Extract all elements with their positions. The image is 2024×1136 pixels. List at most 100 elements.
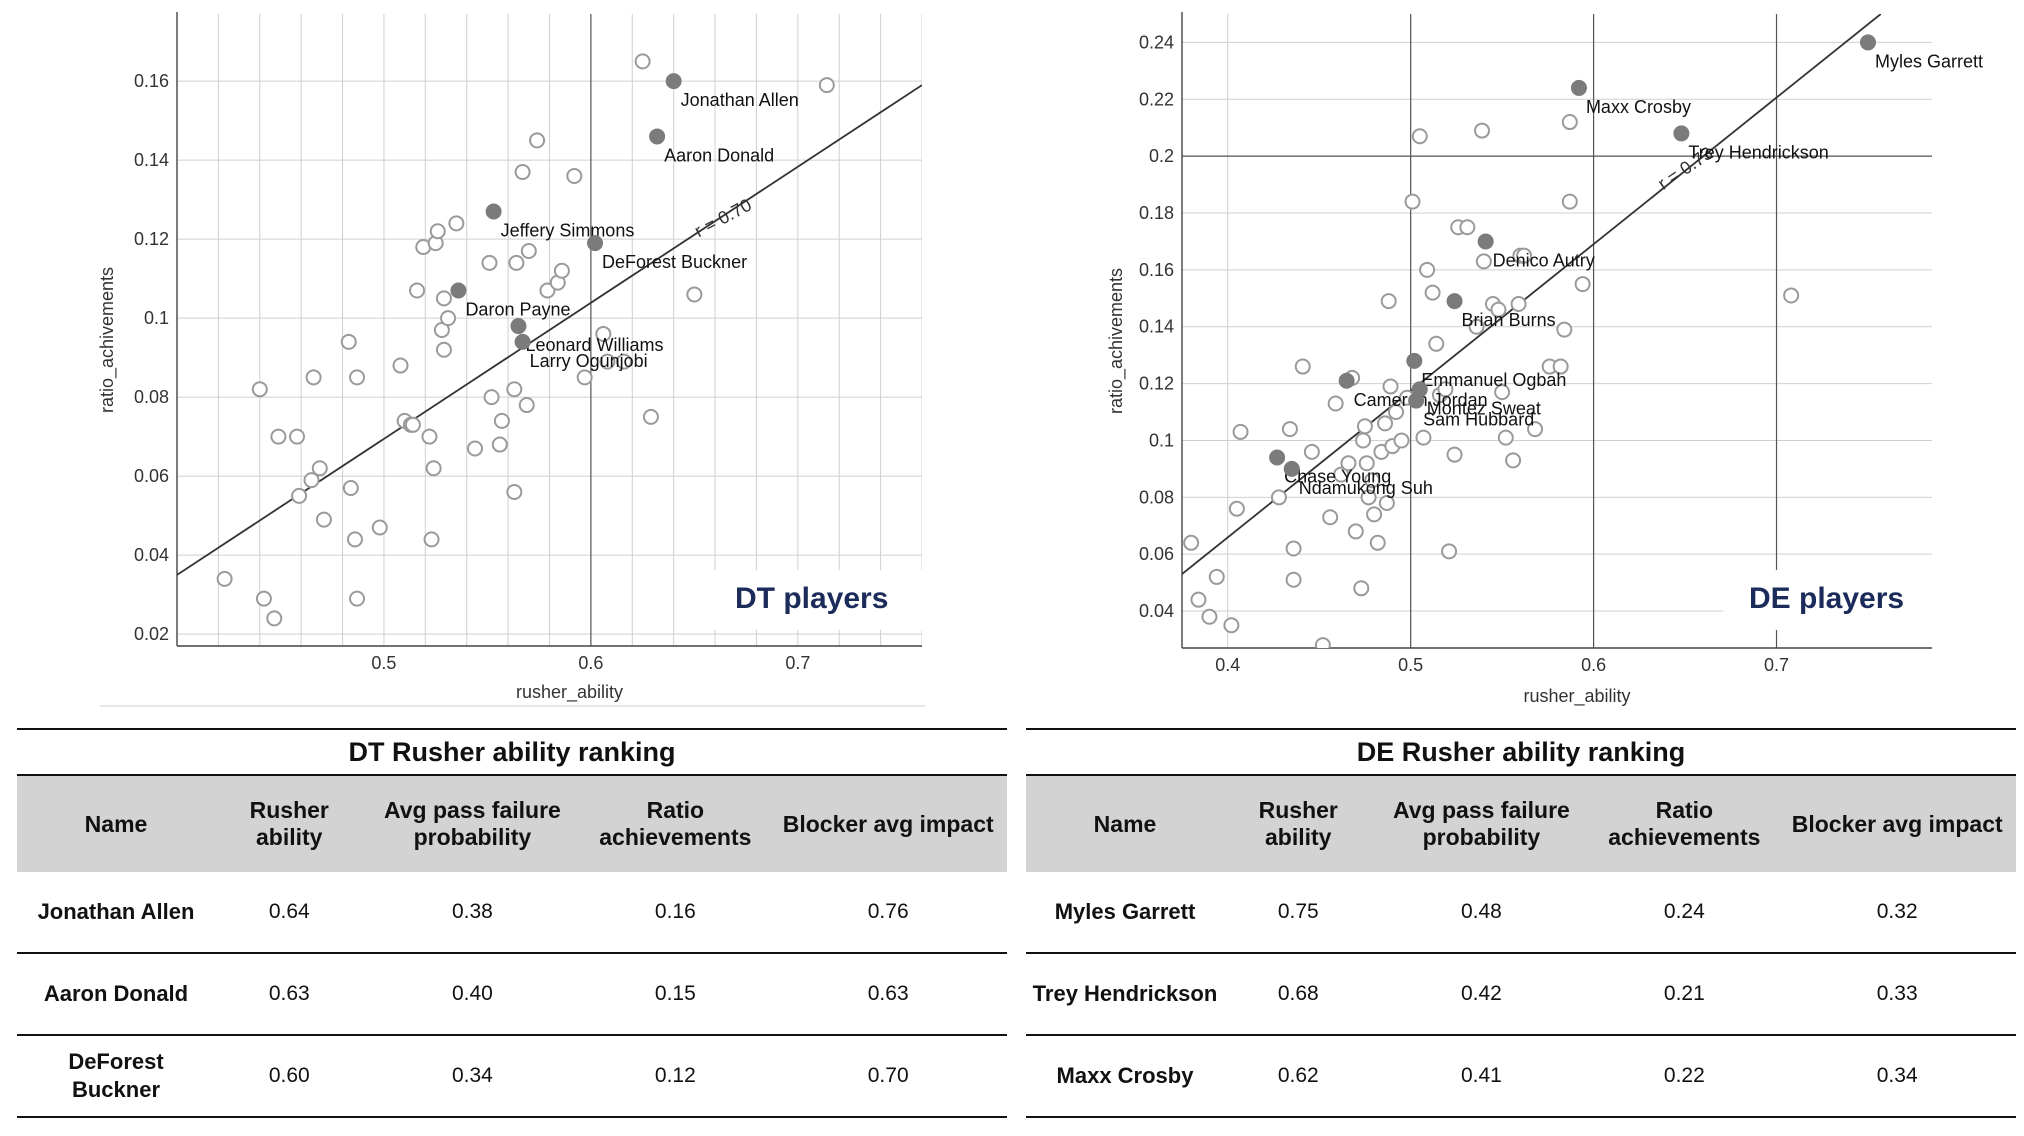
player-point bbox=[251, 381, 268, 398]
x-axis-label: rusher_ability bbox=[516, 682, 623, 703]
player-name-label: Maxx Crosby bbox=[1586, 97, 1691, 117]
avg-pass-failure-cell: 0.34 bbox=[363, 1035, 582, 1118]
highlighted-players: Myles Garrett Maxx Crosby Trey Hendrickson… bbox=[1269, 34, 1983, 498]
player-point bbox=[291, 487, 308, 504]
player-point bbox=[255, 590, 272, 607]
player-point bbox=[1285, 540, 1302, 557]
player-point bbox=[467, 440, 483, 457]
highlighted-player-point bbox=[450, 282, 467, 299]
player-point bbox=[1556, 321, 1573, 338]
x-tick-label: 0.7 bbox=[1764, 655, 1789, 675]
player-point bbox=[1527, 421, 1544, 438]
blocker-avg-impact-cell: 0.34 bbox=[1778, 1035, 2016, 1118]
player-point bbox=[342, 480, 359, 496]
player-point bbox=[1201, 608, 1218, 625]
column-header-name: Name bbox=[17, 776, 215, 872]
y-tick-label: 0.02 bbox=[134, 624, 169, 644]
table-row: Trey Hendrickson 0.68 0.42 0.21 0.33 bbox=[1026, 953, 2016, 1036]
player-point bbox=[1494, 384, 1511, 401]
correlation-label: r = 0.70 bbox=[691, 195, 755, 242]
player-name-label: Emmanuel Ogbah bbox=[1421, 370, 1566, 390]
player-point bbox=[1355, 432, 1372, 449]
panel-title-backing bbox=[709, 570, 929, 630]
x-tick-label: 0.6 bbox=[578, 653, 603, 673]
player-point bbox=[508, 254, 525, 271]
y-tick-label: 0.12 bbox=[134, 229, 169, 249]
player-name-label: Jeffery Simmons bbox=[501, 221, 635, 241]
player-point bbox=[371, 519, 388, 536]
avg-pass-failure-cell: 0.42 bbox=[1372, 953, 1591, 1036]
player-point bbox=[1437, 381, 1454, 398]
player-point bbox=[1497, 429, 1514, 446]
dt-ranking-table-block: DT Rusher ability ranking Name Rusher ab… bbox=[17, 728, 1007, 1118]
player-point bbox=[566, 167, 583, 184]
player-point bbox=[1468, 318, 1485, 335]
highlighted-player-point bbox=[649, 128, 666, 145]
player-point bbox=[1208, 568, 1225, 585]
x-tick-label: 0.5 bbox=[1398, 655, 1423, 675]
y-tick-label: 0.2 bbox=[1149, 146, 1174, 166]
highlighted-player-point bbox=[587, 235, 604, 252]
player-point bbox=[686, 286, 703, 303]
ratio-achievements-cell: 0.22 bbox=[1590, 1035, 1779, 1118]
player-point bbox=[1419, 261, 1436, 278]
column-header-rusher-ability: Rusher ability bbox=[215, 776, 364, 872]
player-point bbox=[1441, 543, 1458, 560]
blocker-avg-impact-cell: 0.33 bbox=[1778, 953, 2016, 1036]
player-name-cell: Maxx Crosby bbox=[1026, 1035, 1224, 1118]
ratio-achievements-cell: 0.21 bbox=[1590, 953, 1779, 1036]
y-axis-label: ratio_achivements bbox=[97, 267, 118, 413]
player-point bbox=[1510, 295, 1527, 312]
de-ranking-table: Name Rusher ability Avg pass failure pro… bbox=[1026, 776, 2016, 1118]
column-header-rusher-ability: Rusher ability bbox=[1224, 776, 1373, 872]
y-tick-label: 0.14 bbox=[1139, 317, 1174, 337]
player-point bbox=[1377, 415, 1394, 432]
player-point bbox=[425, 460, 442, 477]
table-header-row: Name Rusher ability Avg pass failure pro… bbox=[17, 776, 1007, 872]
highlighted-player-point bbox=[485, 203, 502, 220]
player-point bbox=[1285, 571, 1302, 588]
y-tick-label: 0.1 bbox=[144, 308, 169, 328]
panel-title-backing bbox=[1723, 570, 1943, 630]
x-tick-label: 0.5 bbox=[371, 653, 396, 673]
player-point bbox=[1353, 580, 1370, 597]
player-point bbox=[553, 262, 570, 279]
highlighted-player-point bbox=[1673, 125, 1690, 142]
player-point bbox=[1380, 293, 1397, 310]
player-point bbox=[1356, 418, 1373, 435]
player-point bbox=[1474, 122, 1490, 139]
rusher-ability-cell: 0.68 bbox=[1224, 953, 1373, 1036]
rusher-ability-cell: 0.60 bbox=[215, 1035, 364, 1118]
player-point bbox=[315, 511, 332, 528]
column-header-avg-pass-failure: Avg pass failure probability bbox=[1372, 776, 1591, 872]
highlighted-player-point bbox=[1477, 233, 1494, 250]
avg-pass-failure-cell: 0.40 bbox=[363, 953, 582, 1036]
player-point bbox=[440, 310, 457, 327]
avg-pass-failure-cell: 0.38 bbox=[363, 872, 582, 954]
y-tick-label: 0.14 bbox=[134, 150, 169, 170]
player-name-label: Sam Hubbard bbox=[1423, 410, 1534, 430]
y-tick-label: 0.24 bbox=[1139, 32, 1174, 52]
player-point bbox=[1404, 193, 1421, 210]
player-point bbox=[481, 254, 498, 271]
player-point bbox=[483, 389, 500, 406]
highlighted-player-point bbox=[1446, 293, 1463, 310]
de-scatter-chart: 0.04 0.06 0.08 0.1 0.12 0.14 0.16 0.18 0.2 0.22 0.… bbox=[1106, 12, 1983, 707]
highlighted-players: Jonathan Allen Aaron Donald Jeffery Simmon… bbox=[450, 73, 799, 371]
player-point bbox=[404, 416, 421, 433]
dt-scatter-chart: 0.02 0.04 0.06 0.08 0.1 0.12 0.14 0.16 0.5 0.6 0.7… bbox=[97, 12, 929, 707]
panel-title: DT players bbox=[735, 582, 888, 615]
player-point bbox=[1190, 591, 1207, 608]
player-point bbox=[1505, 452, 1522, 469]
highlighted-player-point bbox=[1408, 392, 1425, 409]
player-point bbox=[1327, 395, 1344, 412]
table-row: Myles Garrett 0.75 0.48 0.24 0.32 bbox=[1026, 872, 2016, 954]
ratio-achievements-cell: 0.16 bbox=[581, 872, 770, 954]
player-point bbox=[392, 357, 409, 374]
player-point bbox=[514, 164, 531, 180]
player-point bbox=[1475, 253, 1492, 270]
player-point bbox=[1364, 472, 1381, 489]
dt-ranking-title: DT Rusher ability ranking bbox=[17, 728, 1007, 776]
player-name-label: Jonathan Allen bbox=[681, 90, 799, 110]
column-header-avg-pass-failure: Avg pass failure probability bbox=[363, 776, 582, 872]
